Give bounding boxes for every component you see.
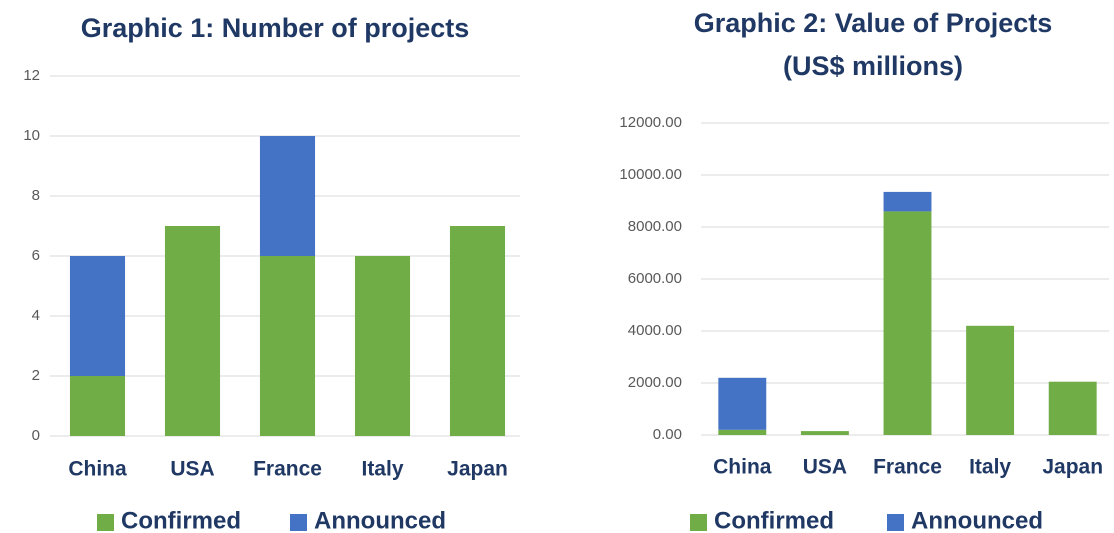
y-tick-label: 4000.00 <box>628 322 682 339</box>
y-tick-label: 10000.00 <box>619 166 682 183</box>
y-tick-label: 6 <box>32 247 40 264</box>
chart-title: (US$ millions) <box>783 51 963 81</box>
y-tick-label: 4 <box>32 307 40 324</box>
x-tick-label: USA <box>170 458 214 481</box>
y-tick-label: 6000.00 <box>628 270 682 287</box>
y-tick-label: 2 <box>32 367 40 384</box>
chart-title: Graphic 1: Number of projects <box>81 13 470 43</box>
x-tick-label: Italy <box>361 458 403 481</box>
bar-segment <box>718 377 767 430</box>
bar-segment <box>966 325 1015 435</box>
bar-segment <box>259 256 316 436</box>
y-tick-label: 10 <box>23 127 40 144</box>
legend-label: Confirmed <box>714 507 834 533</box>
bar-segment <box>718 429 767 435</box>
x-tick-label: Italy <box>969 456 1011 479</box>
x-tick-label: France <box>253 458 322 481</box>
chart-title: Graphic 2: Value of Projects <box>694 8 1053 38</box>
legend-swatch <box>97 514 114 531</box>
y-tick-label: 12 <box>23 67 40 84</box>
y-tick-label: 12000.00 <box>619 114 682 131</box>
bar-segment <box>883 191 932 212</box>
x-tick-label: Japan <box>447 458 508 481</box>
bar-segment <box>69 256 126 376</box>
x-tick-label: China <box>713 456 772 479</box>
x-tick-label: France <box>873 456 942 479</box>
legend-swatch <box>887 514 904 531</box>
bar-segment <box>354 256 411 436</box>
legend-label: Announced <box>911 507 1043 533</box>
bar-segment <box>449 226 506 436</box>
bar-segment <box>1048 381 1097 435</box>
bar-segment <box>164 226 221 436</box>
x-tick-label: USA <box>803 456 847 479</box>
bar-segment <box>259 136 316 256</box>
x-tick-label: China <box>68 458 127 481</box>
legend-label: Announced <box>314 507 446 533</box>
bar-segment <box>883 211 932 435</box>
legend-swatch <box>290 514 307 531</box>
y-tick-label: 8000.00 <box>628 218 682 235</box>
y-tick-label: 0 <box>32 427 40 444</box>
x-tick-label: Japan <box>1042 456 1103 479</box>
legend-swatch <box>690 514 707 531</box>
legend-label: Confirmed <box>121 507 241 533</box>
y-tick-label: 8 <box>32 187 40 204</box>
bar-segment <box>800 431 849 435</box>
y-tick-label: 0.00 <box>653 426 682 443</box>
y-tick-label: 2000.00 <box>628 374 682 391</box>
bar-segment <box>69 376 126 436</box>
